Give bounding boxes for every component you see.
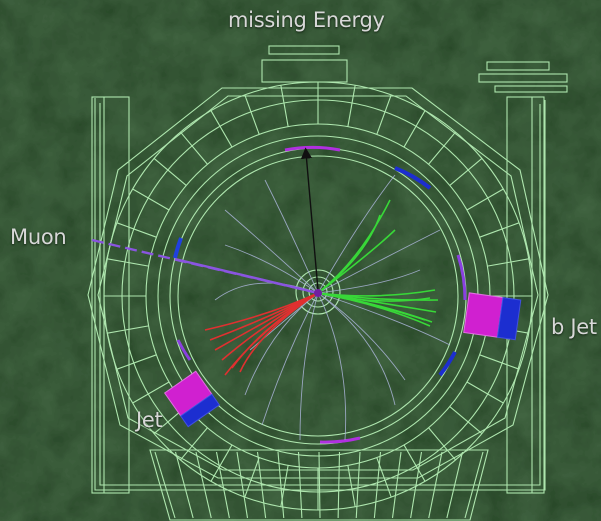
soft-track [317,292,396,406]
b-jet-block [463,292,522,341]
fan-line [446,451,464,519]
jet-label: Jet [136,408,163,432]
jet-track [239,292,319,373]
b-jet-track [317,229,396,294]
calo-hit-left [173,237,183,259]
fan-line [373,451,382,519]
calo-hit-lower-left [176,339,192,361]
radial-segment [132,188,170,211]
missing-energy-arrow [300,147,319,291]
soft-track [317,292,406,381]
fan-line [174,451,194,519]
calorimeter-hits [173,145,467,444]
radial-segment [428,131,456,165]
fan-line [215,451,230,519]
radial-segment [280,85,289,127]
soft-track [317,292,451,346]
radial-segment [479,354,520,370]
muon-label: Muon [10,225,67,249]
radial-segment [180,131,208,165]
fan-line [391,451,402,519]
fan-line [256,451,267,519]
bottom-fan-lines [154,451,484,519]
calo-hit-right-upper [394,166,432,190]
jet-block [163,370,220,428]
radial-segment [210,110,233,148]
soft-track [224,209,319,294]
radial-segment [479,222,520,238]
fan-line [337,451,341,519]
radial-segment [210,444,233,482]
radial-segment [428,427,456,461]
soft-track [317,229,441,294]
calo-hit-right [456,254,467,301]
missing-energy-label: missing Energy [228,8,385,32]
calo-hit-bottom-right [438,351,457,377]
interaction-vertex [314,289,322,297]
radial-segment [153,158,187,186]
fan-line [355,451,361,519]
radial-segment [449,406,483,434]
b-jet-track [317,292,431,302]
ring-6 [177,155,459,437]
radial-segment [376,94,392,135]
radial-segment [347,465,356,507]
fan-line [464,451,484,519]
radial-segment [466,188,504,211]
fan-line [154,451,176,519]
top-right-piece-3 [494,85,568,93]
right-column [506,96,545,494]
fan-line [297,451,303,519]
radial-segments [104,82,532,510]
soft-track [261,292,319,426]
fan-line [277,451,285,519]
soft-track [224,244,319,294]
radial-segment [487,258,529,267]
vertex-ring-1 [295,269,341,315]
calo-hit-top [284,145,341,152]
radial-segment [116,354,157,370]
fan-line [236,451,249,519]
radial-segment [244,457,260,498]
top-right-piece-1 [486,61,550,71]
radial-segment [449,158,483,186]
outer-octagon [87,87,549,479]
radial-segment [107,258,149,267]
top-right-piece-2 [478,73,568,83]
radial-segment [132,381,170,404]
fan-line [410,451,423,519]
muon-track [91,238,319,295]
radial-segment [107,325,149,334]
jet-tracks [204,292,319,376]
fan-line [195,451,212,519]
radial-segment [244,94,260,135]
soft-track [317,292,347,441]
left-column [91,96,130,494]
vertex-ring-2 [302,276,334,308]
b-jet-tracks [317,199,439,327]
radial-segment [403,110,426,148]
bottom-support [149,449,489,521]
radial-segment [116,222,157,238]
soft-track [317,269,421,294]
soft-track [299,292,319,441]
fan-line [428,451,443,519]
radial-segment [403,444,426,482]
fan-line [318,451,321,519]
calo-hit-bottom [319,436,361,444]
radial-segment [180,427,208,461]
soft-track [264,179,319,294]
radial-segment [347,85,356,127]
b-jet-label: b Jet [551,315,597,339]
top-cap [268,45,340,55]
soft-track [317,174,396,294]
radial-segment [466,381,504,404]
